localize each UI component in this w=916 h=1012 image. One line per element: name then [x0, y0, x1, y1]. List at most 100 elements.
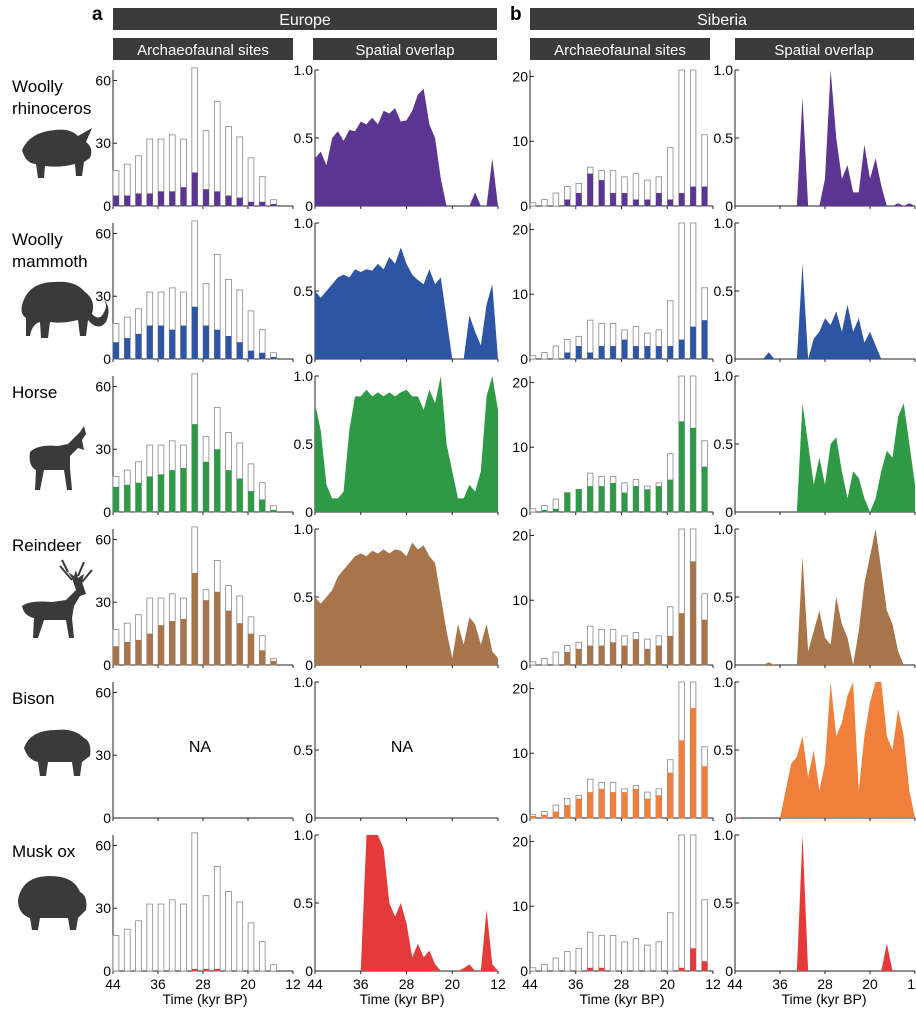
bar-total	[135, 920, 142, 972]
bar-species	[667, 199, 674, 206]
bar-total	[180, 903, 187, 972]
y-tick-label: 10	[512, 133, 528, 149]
bar-total	[146, 903, 154, 972]
y-tick-label: 0	[103, 351, 111, 367]
bar-species	[169, 621, 176, 665]
subheader-siberia-sites: Archaeofaunal sites	[554, 42, 686, 59]
chart-europe-horse-sites: 0 30 60	[95, 373, 294, 520]
bar-species	[656, 486, 662, 512]
bar-species	[191, 968, 198, 971]
bar-species	[621, 645, 628, 665]
bar-species	[124, 338, 131, 359]
bar-species	[644, 199, 651, 206]
y-tick-label: 0	[725, 351, 733, 367]
y-tick-label: 20	[512, 833, 528, 849]
bar-total	[225, 891, 232, 972]
bar-total	[678, 69, 685, 207]
bar-species	[644, 648, 651, 665]
bar-species	[225, 610, 232, 665]
bar-total	[112, 935, 120, 972]
bar-species	[203, 325, 209, 359]
bar-total	[213, 865, 221, 972]
chart-siberia-woolly-mammoth-sites: 0 10 20	[512, 221, 714, 367]
bar-species	[259, 499, 266, 512]
y-tick-label: 0.5	[714, 130, 734, 146]
species-label-bison: Bison	[12, 689, 55, 708]
bar-species	[678, 421, 685, 512]
y-tick-label: 60	[95, 72, 111, 88]
y-tick-label: 0.5	[294, 589, 314, 605]
bar-species	[191, 424, 198, 512]
na-label-europe-overlap: NA	[391, 739, 414, 756]
region-header-siberia: Siberia	[697, 12, 747, 29]
subheader-europe-sites: Archaeofaunal sites	[137, 42, 269, 59]
y-tick-label: 0	[305, 810, 313, 826]
overlap-area	[315, 542, 498, 665]
bar-species	[610, 482, 616, 512]
species-label-woolly-rhinoceros: Woolly rhinoceros	[12, 77, 91, 118]
subheader-europe-overlap: Spatial overlap	[355, 42, 454, 59]
x-tick-label: 28	[817, 976, 833, 992]
bar-species	[598, 346, 605, 359]
panel-label-a: a	[92, 4, 103, 25]
bar-species	[575, 648, 582, 665]
y-tick-label: 10	[512, 898, 528, 914]
bar-total	[598, 934, 605, 972]
bar-total	[552, 192, 560, 207]
y-tick-label: 0	[725, 198, 733, 214]
y-tick-label: 60	[95, 531, 111, 547]
musk-ox-icon	[18, 876, 87, 930]
na-label-europe-sites: NA	[189, 739, 212, 756]
bar-species	[644, 346, 651, 359]
bar-total	[689, 69, 697, 207]
x-axis-label-europe-overlap: Time (kyr BP)	[359, 991, 444, 1007]
bar-total	[191, 832, 199, 972]
bar-species	[135, 639, 142, 665]
overlap-area	[735, 70, 915, 206]
bar-total	[667, 912, 674, 972]
bar-total	[621, 941, 628, 972]
bar-total	[632, 938, 640, 972]
subheader-siberia-overlap: Spatial overlap	[774, 42, 873, 59]
bar-species	[575, 489, 582, 512]
y-tick-label: 0	[305, 351, 313, 367]
species-label-horse: Horse	[12, 383, 57, 402]
x-tick-label: 20	[862, 976, 878, 992]
y-tick-label: 30	[95, 747, 111, 763]
y-tick-label: 30	[95, 441, 111, 457]
bar-species	[633, 486, 639, 512]
overlap-area	[735, 263, 915, 359]
bar-total	[575, 947, 582, 972]
bar-species	[598, 788, 605, 818]
y-tick-label: 0.5	[714, 895, 734, 911]
bar-species	[587, 352, 593, 359]
bar-total	[529, 967, 537, 972]
horse-icon	[29, 426, 87, 490]
x-tick-label: 44	[522, 976, 538, 992]
y-tick-label: 20	[512, 68, 528, 84]
chart-siberia-woolly-rhinoceros-sites: 0 10 20	[512, 68, 714, 214]
y-tick-label: 30	[95, 135, 111, 151]
bar-species	[564, 352, 571, 359]
bar-total	[552, 345, 560, 360]
chart-europe-bison-sites: 0 30 60	[95, 682, 294, 826]
subheader-siberia-overlap-bar	[735, 38, 914, 60]
bar-species	[225, 195, 232, 206]
bar-species	[587, 967, 593, 971]
overlap-area	[735, 529, 915, 665]
bar-species	[575, 798, 582, 818]
bar-total	[258, 941, 266, 972]
species-label-line: Woolly	[12, 230, 63, 249]
bar-total	[541, 199, 548, 207]
bar-species	[135, 482, 142, 512]
bar-species	[146, 476, 153, 512]
bar-species	[541, 814, 548, 818]
bar-species	[236, 197, 243, 206]
chart-europe-woolly-mammoth-overlap: 0 0.5 1.0	[294, 215, 499, 367]
bar-species	[113, 342, 119, 359]
reindeer-icon	[22, 559, 93, 638]
bar-species	[214, 191, 221, 206]
panel-label-b: b	[510, 4, 522, 25]
bar-total	[247, 922, 255, 972]
